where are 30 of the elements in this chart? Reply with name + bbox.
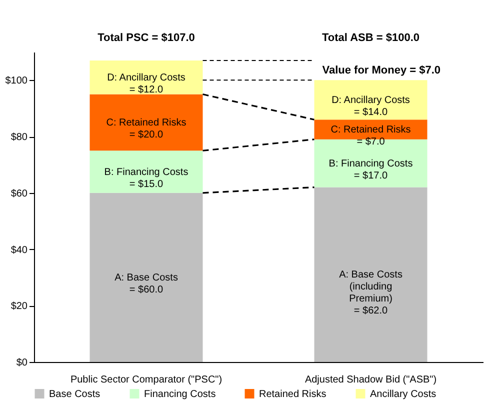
data-label: B: Financing Costs = $15.0 xyxy=(104,166,188,190)
bar xyxy=(90,60,203,94)
data-label: C: Retained Risks = $20.0 xyxy=(106,117,186,140)
bar xyxy=(90,192,203,362)
legend-label: Base Costs xyxy=(49,388,100,400)
data-label: A: Base Costs = $60.0 xyxy=(114,272,178,296)
bar xyxy=(90,150,203,193)
y-tick-label: $40 xyxy=(10,244,28,256)
x-tick-label: Adjusted Shadow Bid ("ASB") xyxy=(304,374,437,386)
data-label: A: Base Costs (including Premium) = $62.0 xyxy=(339,270,402,317)
y-tick-label: $0 xyxy=(16,358,28,368)
bar xyxy=(314,80,428,120)
text: Total ASB = $100.0 xyxy=(322,32,420,44)
legend-label: Financing Costs xyxy=(144,388,216,400)
y-tick-label: $60 xyxy=(10,188,28,200)
bar xyxy=(90,94,203,151)
bar xyxy=(314,139,428,188)
y-tick-label: $80 xyxy=(10,132,28,144)
data-label: D: Ancillary Costs = $12.0 xyxy=(107,72,186,96)
bar xyxy=(314,187,428,362)
legend-label: Ancillary Costs xyxy=(370,388,436,400)
text: Total PSC = $107.0 xyxy=(98,32,195,44)
legend-label: Retained Risks xyxy=(259,388,326,400)
annotation: Value for Money = $7.0 xyxy=(322,64,441,76)
data-label: D: Ancillary Costs = $14.0 xyxy=(332,94,410,118)
x-tick-label: Public Sector Comparator ("PSC") xyxy=(70,374,222,386)
y-tick-label: $20 xyxy=(10,301,28,312)
y-tick-label: $100 xyxy=(5,76,28,87)
data-label: B: Financing Costs = $17.0 xyxy=(328,158,413,182)
data-label: C: Retained Risks = $7.0 xyxy=(330,124,411,148)
